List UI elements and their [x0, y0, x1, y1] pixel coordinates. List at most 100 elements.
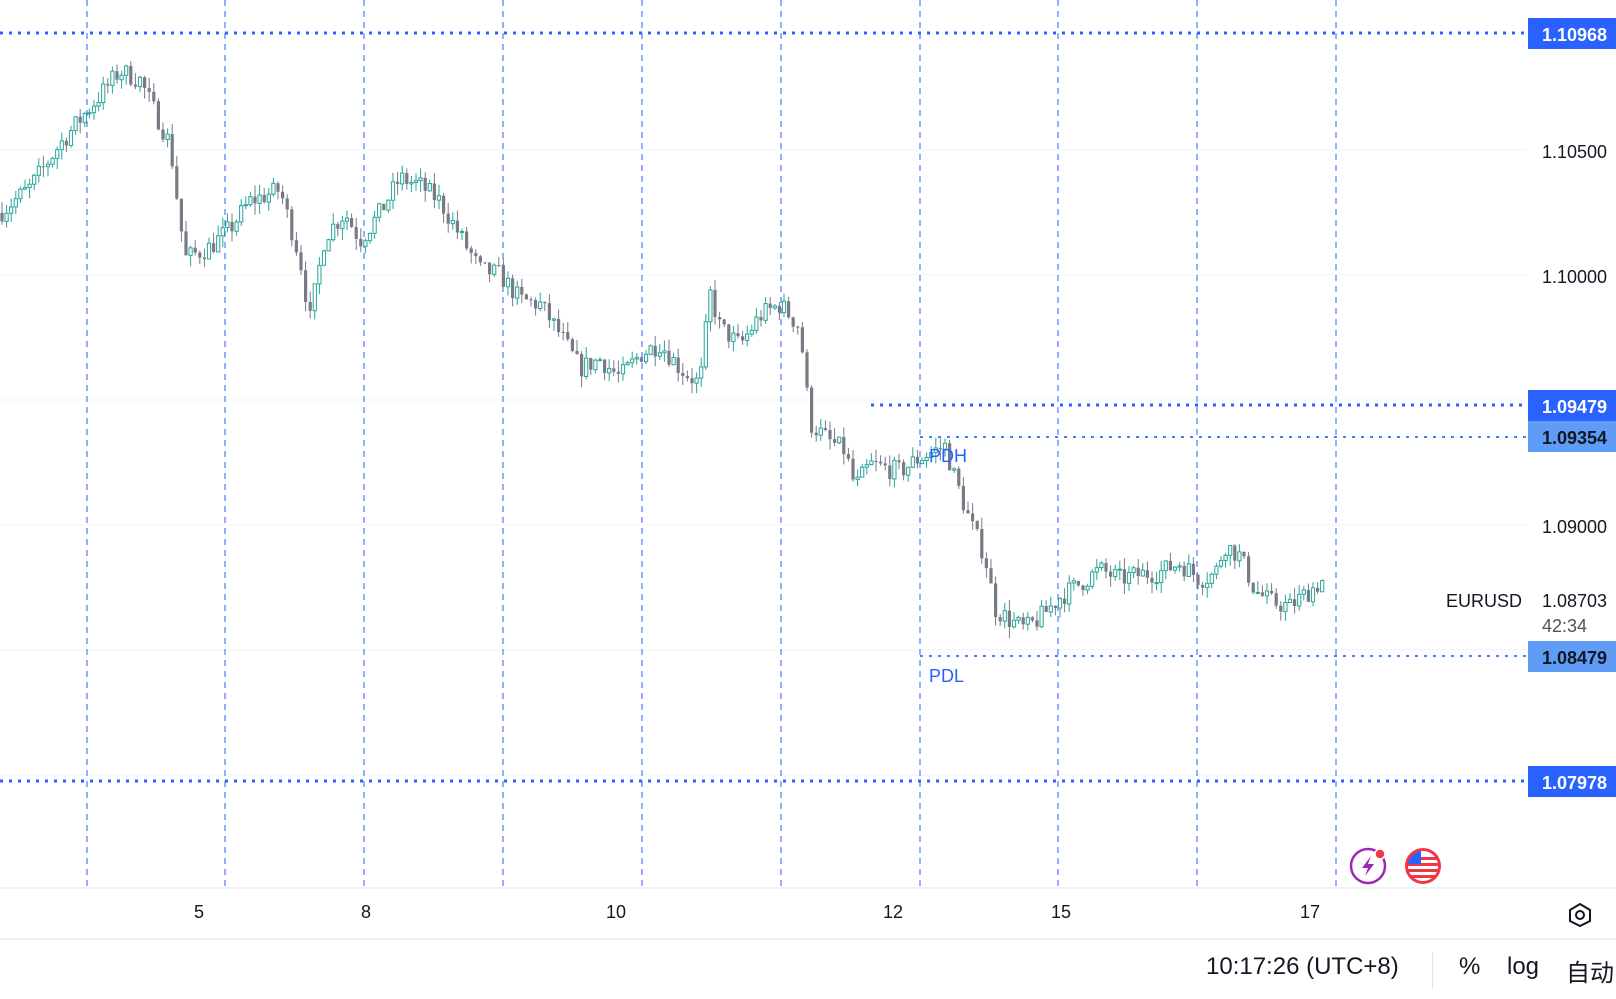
candle-body: [147, 88, 151, 92]
candle-body: [957, 468, 961, 486]
level-badge-pdl: 1.08479: [1528, 641, 1616, 672]
candle-body: [575, 350, 579, 355]
candle-body: [418, 177, 423, 182]
candle-body: [1122, 569, 1126, 584]
candle-body: [1247, 556, 1251, 583]
candle-body: [823, 428, 827, 430]
candle-body: [55, 149, 60, 159]
candle-body: [234, 221, 239, 232]
candle-body: [892, 459, 897, 480]
candle-body: [1283, 602, 1288, 613]
candle-body: [685, 375, 689, 379]
candle-body: [1126, 572, 1132, 584]
pdl-label: PDL: [929, 666, 964, 686]
candle-body: [170, 134, 174, 167]
candle-body: [1237, 551, 1242, 562]
toolbar-separator: [1432, 953, 1433, 989]
candle-body: [938, 447, 942, 450]
candle-body: [791, 317, 795, 327]
candle-body: [722, 319, 726, 325]
candle-body: [367, 232, 373, 242]
candle-body: [1182, 565, 1186, 577]
candle-body: [216, 235, 221, 253]
candle-body: [474, 253, 478, 257]
candle-body: [648, 345, 653, 355]
candle-body: [625, 362, 630, 366]
auto-scale-button[interactable]: 自动: [1566, 960, 1614, 987]
candle-body: [243, 204, 248, 207]
candle-body: [837, 436, 842, 444]
candle-body: [68, 130, 74, 146]
candle-body: [1131, 567, 1136, 574]
candle-body: [396, 181, 400, 184]
y-tick-label: 1.10000: [1542, 267, 1607, 287]
lightning-icon[interactable]: [1349, 847, 1387, 885]
percent-scale-button[interactable]: %: [1459, 953, 1481, 980]
candle-body: [497, 265, 501, 267]
settings-icon[interactable]: [1569, 902, 1591, 928]
candle-body: [152, 91, 156, 102]
y-tick-label: 1.10500: [1542, 142, 1607, 162]
us-flag-icon[interactable]: [1405, 848, 1441, 884]
candle-body: [1270, 591, 1274, 594]
candle-body: [597, 359, 603, 362]
candle-body: [1233, 545, 1237, 561]
candle-body: [948, 443, 952, 471]
candle-body: [317, 264, 322, 285]
candle-body: [1168, 560, 1172, 571]
candle-body: [736, 333, 740, 337]
candle-body: [359, 238, 363, 247]
candle-body: [1201, 584, 1205, 588]
candle-body: [593, 359, 598, 371]
candle-body: [942, 442, 948, 450]
candle-body: [372, 216, 377, 234]
candle-body: [1145, 570, 1149, 578]
level-lines: [0, 31, 1527, 783]
candle-body: [1063, 598, 1067, 605]
candle-body: [1218, 560, 1224, 567]
candle-body: [745, 333, 750, 341]
candle-body: [1177, 565, 1182, 568]
candle-body: [1071, 580, 1076, 584]
candle-body: [427, 182, 432, 192]
symbol-label: EURUSD: [1446, 591, 1522, 611]
candle-body: [450, 220, 455, 225]
candle-body: [653, 345, 657, 357]
candle-body: [133, 84, 137, 87]
level-badge-1: 1.10968: [1528, 18, 1616, 49]
candle-body: [413, 180, 419, 184]
candle-body: [110, 70, 115, 87]
candle-body: [36, 165, 41, 176]
candle-body: [1048, 605, 1053, 613]
candle-body: [423, 177, 427, 191]
candle-body: [971, 513, 975, 522]
candle-body: [505, 277, 511, 288]
candle-body: [529, 299, 533, 301]
candle-body: [478, 256, 482, 263]
log-scale-button[interactable]: log: [1507, 953, 1540, 980]
candle-body: [432, 183, 436, 201]
candle-body: [285, 198, 289, 210]
candle-body: [22, 187, 28, 190]
candle-body: [1186, 563, 1191, 577]
candle-body: [879, 461, 883, 464]
candle-body: [1030, 617, 1034, 621]
candle-body: [465, 231, 469, 249]
candle-body: [1025, 616, 1030, 625]
price-chart[interactable]: PDH PDL 1.10500 1.10000 1.09000 1.10968 …: [0, 0, 1616, 940]
candle-body: [202, 257, 206, 259]
candle-body: [206, 242, 212, 260]
candle-body: [137, 76, 143, 88]
candle-body: [344, 217, 350, 222]
candle-body: [1136, 567, 1140, 577]
candle-body: [161, 129, 165, 140]
candle-body: [713, 289, 717, 318]
candle-body: [78, 116, 82, 123]
candle-body: [1090, 571, 1095, 587]
candle-body: [741, 336, 745, 341]
candle-body: [511, 278, 515, 299]
candle-body: [483, 262, 487, 264]
candle-body: [883, 463, 887, 466]
candle-body: [777, 305, 781, 313]
candle-body: [1320, 580, 1325, 593]
